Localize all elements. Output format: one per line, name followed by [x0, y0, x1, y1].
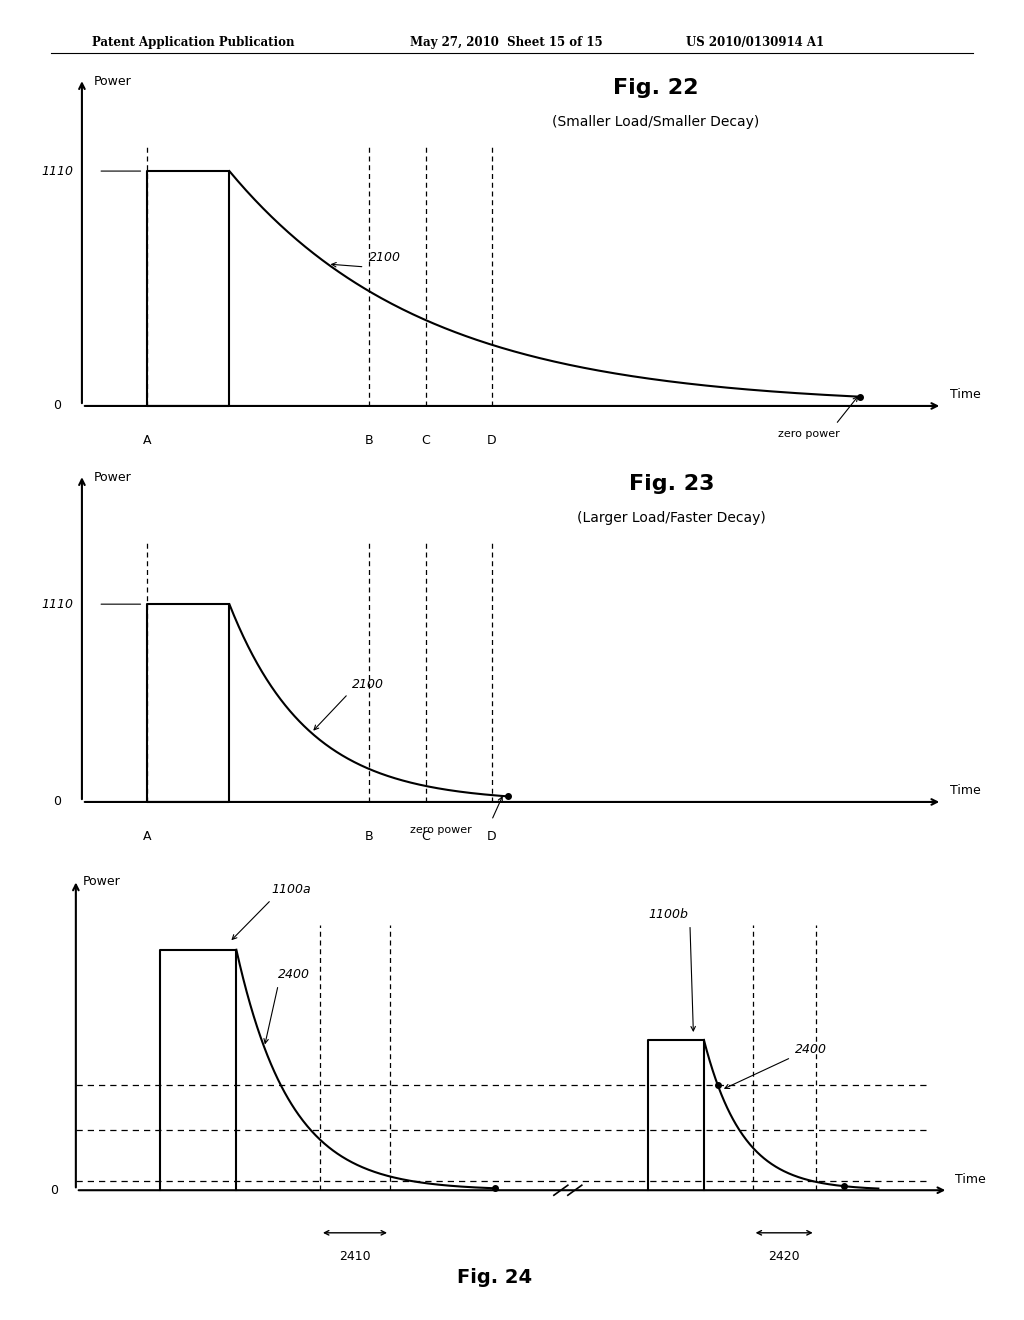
Text: B: B	[365, 830, 373, 842]
Text: Patent Application Publication: Patent Application Publication	[92, 36, 295, 49]
Text: zero power: zero power	[778, 429, 840, 438]
Text: A: A	[143, 830, 152, 842]
Text: Fig. 23: Fig. 23	[629, 474, 715, 495]
Text: Power: Power	[83, 875, 121, 887]
Text: Time: Time	[950, 388, 981, 401]
Text: 1100b: 1100b	[648, 908, 688, 921]
Text: 0: 0	[50, 1184, 58, 1197]
Text: Time: Time	[950, 784, 981, 797]
Text: May 27, 2010  Sheet 15 of 15: May 27, 2010 Sheet 15 of 15	[410, 36, 602, 49]
Text: A: A	[143, 434, 152, 446]
Text: Power: Power	[94, 75, 132, 88]
Text: Fig. 22: Fig. 22	[612, 78, 698, 99]
Text: Time: Time	[955, 1173, 986, 1187]
Text: 2400: 2400	[279, 969, 310, 981]
Text: zero power: zero power	[410, 825, 471, 834]
Text: Power: Power	[94, 471, 132, 484]
Text: D: D	[486, 434, 497, 446]
Text: B: B	[365, 434, 373, 446]
Text: 1110: 1110	[41, 598, 73, 611]
Text: 2420: 2420	[768, 1250, 800, 1263]
Text: US 2010/0130914 A1: US 2010/0130914 A1	[686, 36, 824, 49]
Text: 1110: 1110	[41, 165, 73, 178]
Text: C: C	[422, 434, 430, 446]
Text: 0: 0	[53, 400, 61, 412]
Text: 2100: 2100	[369, 251, 400, 264]
Text: Fig. 24: Fig. 24	[457, 1269, 532, 1287]
Text: 1100a: 1100a	[271, 883, 311, 896]
Text: 0: 0	[53, 796, 61, 808]
Text: 2100: 2100	[352, 678, 384, 690]
Text: (Larger Load/Faster Decay): (Larger Load/Faster Decay)	[578, 511, 766, 525]
Text: D: D	[486, 830, 497, 842]
Text: 2410: 2410	[339, 1250, 371, 1263]
Text: C: C	[422, 830, 430, 842]
Text: 2400: 2400	[795, 1043, 826, 1056]
Text: (Smaller Load/Smaller Decay): (Smaller Load/Smaller Decay)	[552, 115, 759, 129]
